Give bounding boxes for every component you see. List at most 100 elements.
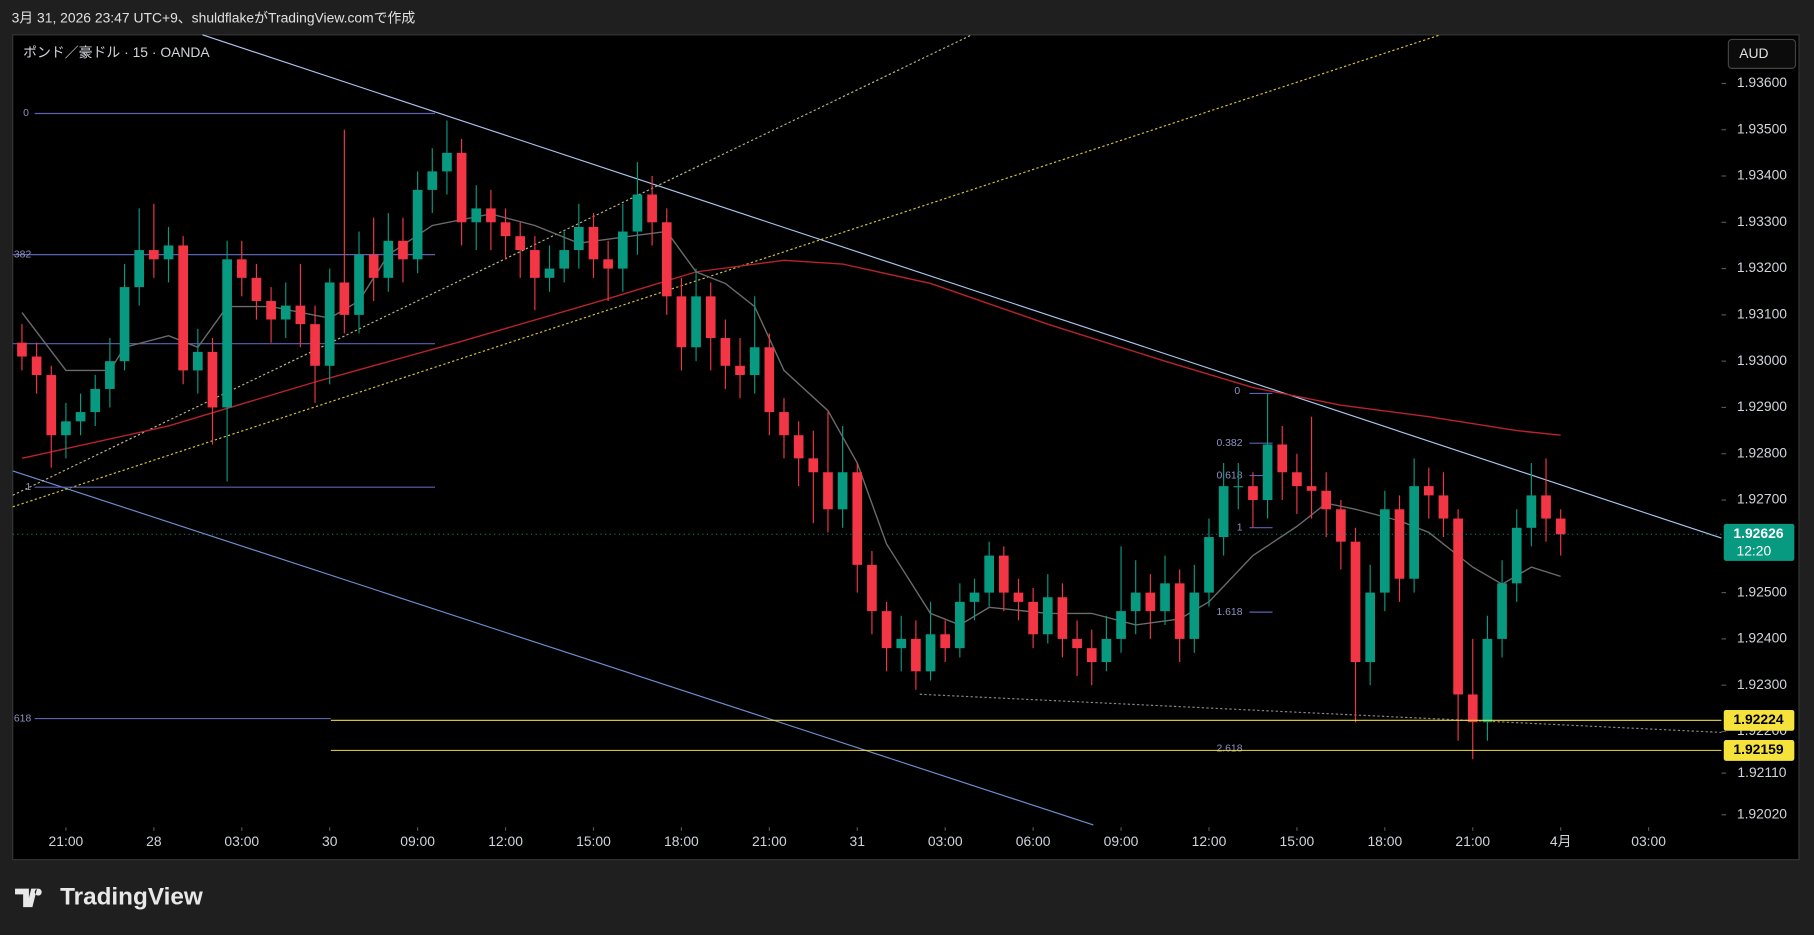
candle-body (1189, 592, 1200, 639)
candle-body (1336, 509, 1346, 542)
fib-label: 2.618 (1216, 743, 1242, 754)
logo-icon (15, 888, 42, 908)
candle-body (1321, 490, 1332, 510)
candle-body (46, 375, 57, 436)
candle-body (1248, 486, 1258, 501)
candle-body (764, 347, 775, 413)
candle-body (661, 222, 672, 297)
y-tick-label: 1.93200 (1737, 259, 1787, 275)
y-tick-label: 1.92500 (1737, 583, 1787, 599)
candle-body (134, 250, 145, 288)
candle-body (500, 222, 511, 237)
candle-body (749, 347, 760, 376)
x-tick-label: 03:00 (1631, 833, 1666, 849)
dotted-trend-line (12, 34, 1441, 508)
candle-body (105, 361, 115, 389)
currency-button[interactable] (1727, 38, 1797, 69)
brand-name: TradingView (60, 883, 203, 910)
candle-body (1526, 495, 1537, 528)
candle-body (427, 171, 438, 190)
y-tick-label: 1.93300 (1737, 213, 1787, 229)
candle-body (1453, 518, 1463, 695)
candle-body (471, 208, 482, 223)
candle-body (940, 634, 951, 649)
x-tick-label: 09:00 (400, 833, 435, 849)
candle-body (280, 305, 291, 320)
candle-body (588, 226, 599, 260)
candle-body (1057, 597, 1068, 639)
x-tick-label: 31 (850, 833, 866, 849)
candle-body (1438, 495, 1449, 519)
candle-body (222, 259, 232, 408)
fib-label: 382 (14, 249, 32, 260)
candle-body (881, 611, 892, 649)
candle-body (573, 226, 584, 251)
candle-body (368, 254, 379, 278)
candle-body (559, 250, 570, 269)
candle-body (354, 254, 364, 315)
y-tick-label: 1.92400 (1737, 630, 1787, 646)
fib-label: 1 (25, 482, 31, 493)
candle-body (1555, 518, 1566, 535)
fib-label: 1.618 (1216, 607, 1242, 618)
candle-body (90, 388, 101, 413)
dotted-trend-line (12, 34, 973, 496)
drawings: 0 382 1 618 0 0.382 0.618 1 1.618 2.618 (12, 34, 1722, 826)
candle-body (486, 208, 496, 223)
candle-body (149, 250, 159, 260)
brand-logo: TradingView (15, 883, 203, 910)
currency-label[interactable]: AUD (1739, 45, 1768, 61)
candle-body (1145, 592, 1156, 612)
x-tick-label: 12:00 (1192, 833, 1227, 849)
candle-body (442, 152, 452, 172)
candle-body (676, 296, 687, 348)
candle-body (793, 435, 804, 459)
candle-body (911, 638, 921, 672)
symbol-title: ポンド／豪ドル · 15 · OANDA (23, 44, 210, 60)
candle-body (1262, 444, 1273, 501)
candle-body (1086, 648, 1097, 663)
candle-body (515, 236, 526, 251)
candle-body (735, 365, 745, 376)
x-tick-label: 12:00 (488, 833, 523, 849)
candle-body (808, 458, 819, 473)
y-tick-label: 1.93000 (1737, 352, 1787, 368)
x-tick-label: 03:00 (928, 833, 963, 849)
candle-body (1394, 509, 1405, 579)
x-tick-label: 09:00 (1104, 833, 1139, 849)
x-tick-label: 15:00 (1280, 833, 1315, 849)
caption: 3月 31, 2026 23:47 UTC+9、shuldflakeがTradi… (12, 9, 416, 25)
candle-body (617, 231, 628, 269)
candle-body (266, 300, 276, 320)
price-badge-countdown: 12:20 (1736, 542, 1771, 558)
candle-body (969, 592, 980, 602)
candle-body (984, 555, 994, 593)
x-tick-label: 15:00 (576, 833, 611, 849)
candle-body (867, 564, 877, 612)
x-tick-label: 21:00 (752, 833, 787, 849)
candle-body (1350, 541, 1361, 663)
channel-line (12, 470, 1094, 826)
x-tick-label: 18:00 (1367, 833, 1402, 849)
candle-body (1306, 486, 1317, 491)
fib-label: 618 (14, 713, 32, 724)
x-tick-label: 30 (322, 833, 338, 849)
fib-label: 0 (23, 108, 29, 119)
fib-label: 0.382 (1216, 438, 1242, 449)
candle-body (412, 189, 423, 260)
candle-body (383, 240, 394, 278)
y-tick-label: 1.92900 (1737, 398, 1787, 414)
y-tick-label: 1.93500 (1737, 120, 1787, 136)
chart-panel (12, 34, 1800, 861)
candle-body (530, 250, 540, 278)
y-tick-label: 1.92300 (1737, 676, 1787, 692)
y-tick-label: 1.93400 (1737, 167, 1787, 183)
candle-body (163, 245, 174, 260)
y-tick-label: 1.93600 (1737, 74, 1787, 90)
candle-body (998, 555, 1009, 593)
price-badge-label: 1.92224 (1733, 711, 1783, 727)
candle-body (1423, 486, 1434, 496)
candle-body (823, 472, 833, 510)
candle-body (1204, 537, 1214, 593)
